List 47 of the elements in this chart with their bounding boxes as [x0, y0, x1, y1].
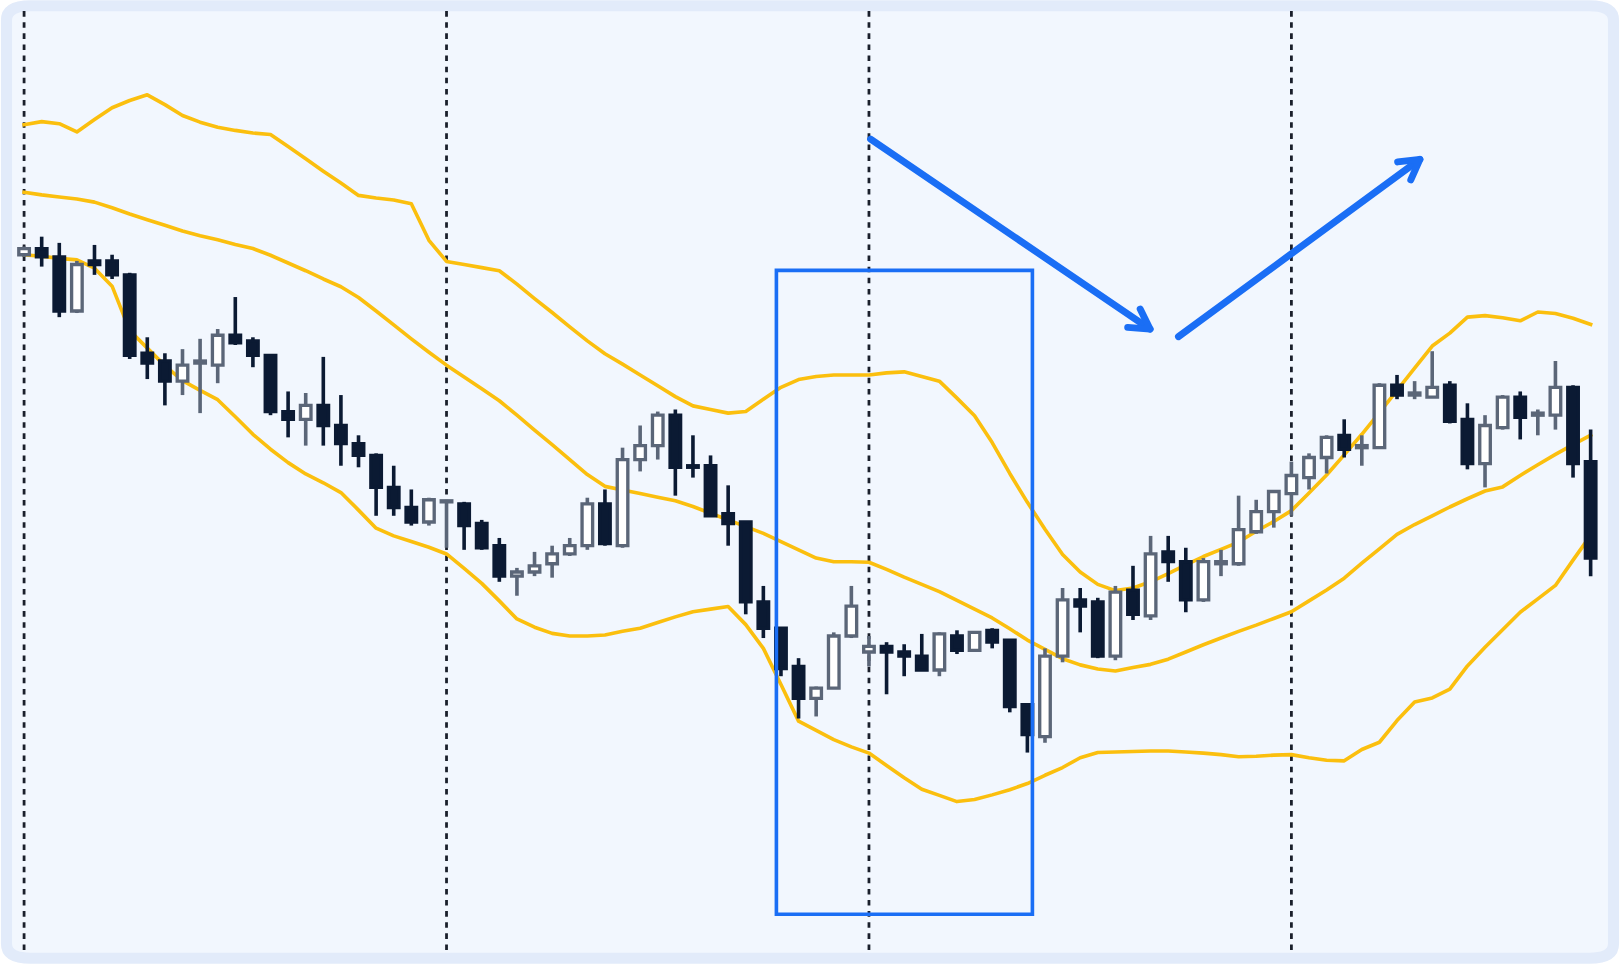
- candlestick: [228, 295, 243, 347]
- candlestick: [316, 355, 331, 448]
- candlestick: [509, 566, 524, 598]
- candlestick: [245, 335, 260, 370]
- candlestick: [1337, 417, 1352, 460]
- candlestick: [298, 391, 313, 448]
- candlestick: [210, 327, 225, 385]
- candlestick: [1495, 393, 1510, 432]
- candlestick: [351, 433, 366, 470]
- candlestick: [950, 628, 964, 656]
- candlestick: [809, 684, 824, 719]
- candlestick: [985, 626, 1000, 651]
- candlestick: [1214, 548, 1228, 578]
- candlestick: [369, 451, 384, 518]
- candlestick: [1073, 586, 1088, 635]
- candlestick: [281, 389, 296, 440]
- candlestick: [967, 630, 982, 653]
- candlestick: [1513, 389, 1528, 442]
- candlestick: [527, 550, 542, 578]
- candlestick: [1478, 413, 1492, 490]
- candlestick: [1126, 564, 1140, 622]
- candlestick: [457, 500, 472, 552]
- candlestick: [1302, 451, 1316, 492]
- candlestick: [650, 409, 665, 462]
- candlestick: [157, 351, 172, 408]
- candlestick: [1319, 433, 1334, 476]
- candlestick: [597, 487, 612, 548]
- candlestick: [686, 433, 700, 480]
- candlestick: [1390, 373, 1404, 401]
- candlestick: [862, 634, 876, 669]
- candlestick: [439, 497, 454, 550]
- candlestick: [175, 347, 190, 397]
- candlestick: [421, 495, 436, 528]
- candlestick: [193, 337, 208, 415]
- candlestick: [914, 632, 929, 672]
- candlestick: [69, 259, 84, 315]
- candlestick: [545, 543, 560, 580]
- candlestick: [1178, 545, 1193, 615]
- candlestick: [1161, 534, 1176, 584]
- candlestick: [791, 656, 806, 721]
- candlestick: [633, 423, 648, 474]
- candlestick: [87, 243, 102, 277]
- candlestick: [932, 630, 947, 679]
- candlestick: [105, 252, 120, 281]
- candlestick: [333, 393, 348, 468]
- candlestick: [1196, 556, 1211, 604]
- candlestick: [721, 483, 736, 548]
